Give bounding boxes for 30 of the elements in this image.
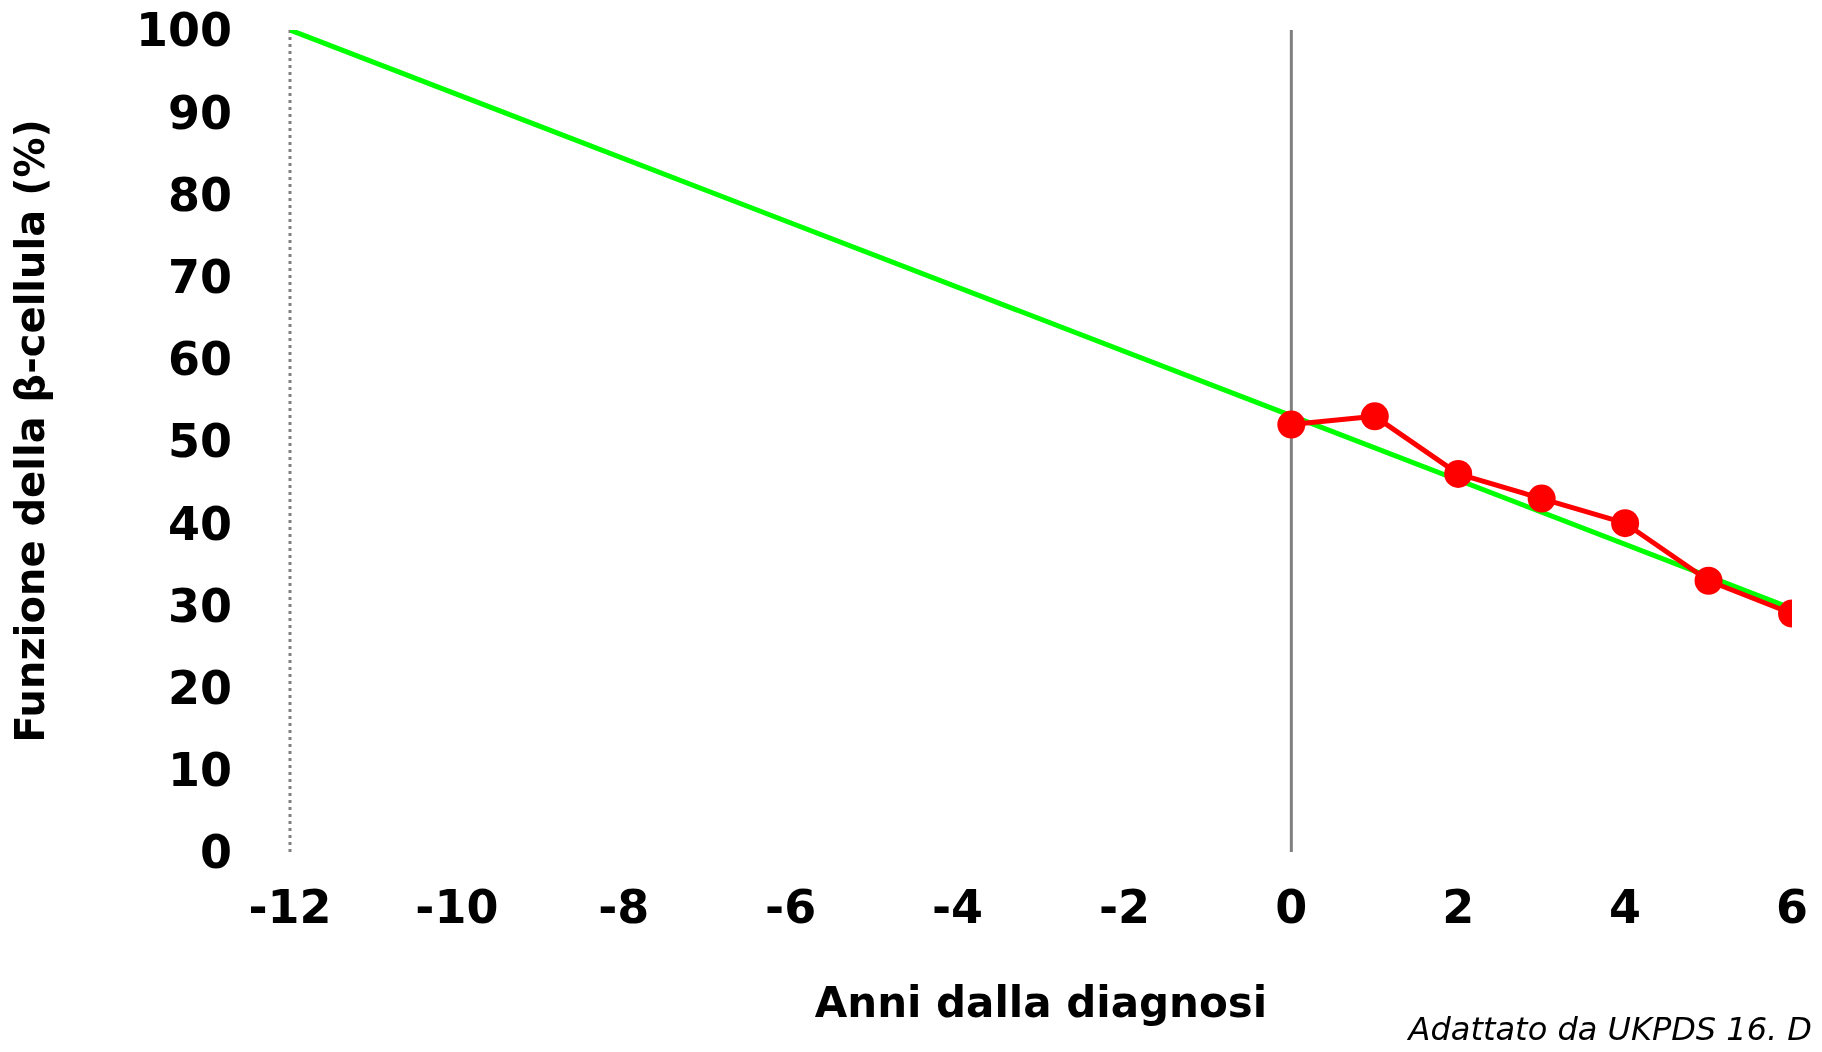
x-tick-label: -2 bbox=[1098, 879, 1150, 934]
y-tick-label: 50 bbox=[167, 414, 232, 469]
point bbox=[1360, 402, 1389, 431]
y-tick-label: 60 bbox=[167, 332, 232, 387]
x-tick-label: -12 bbox=[248, 879, 332, 934]
y-tick-label: 30 bbox=[167, 578, 232, 633]
point bbox=[1277, 410, 1306, 439]
point bbox=[1444, 459, 1473, 488]
x-tick-label: 0 bbox=[1275, 879, 1308, 934]
point bbox=[1527, 484, 1556, 513]
text: Adattato da UKPDS 16. D bbox=[1408, 1010, 1812, 1048]
x-tick-label: 2 bbox=[1442, 879, 1475, 934]
y-tick-label: 40 bbox=[167, 496, 232, 551]
point bbox=[1694, 566, 1723, 595]
x-tick-label: -8 bbox=[598, 879, 650, 934]
y-tick-label: 100 bbox=[135, 3, 232, 58]
x-tick-label: 4 bbox=[1609, 879, 1642, 934]
y-axis-title: Funzione della β-cellula (%) bbox=[7, 119, 54, 743]
x-tick-label: -6 bbox=[765, 879, 817, 934]
y-tick-label: 90 bbox=[167, 85, 232, 140]
point bbox=[1611, 509, 1640, 538]
x-tick-label: 6 bbox=[1775, 879, 1809, 934]
y-tick-label: 20 bbox=[167, 660, 232, 715]
y-tick-label: 10 bbox=[167, 743, 232, 798]
x-axis-title: Anni dalla diagnosi bbox=[814, 978, 1268, 1027]
y-tick-label: 80 bbox=[167, 167, 232, 222]
x-tick-label: -4 bbox=[932, 879, 984, 934]
x-tick-label: -10 bbox=[415, 879, 499, 934]
y-tick-label: 70 bbox=[167, 249, 232, 304]
y-tick-label: 0 bbox=[199, 825, 232, 880]
